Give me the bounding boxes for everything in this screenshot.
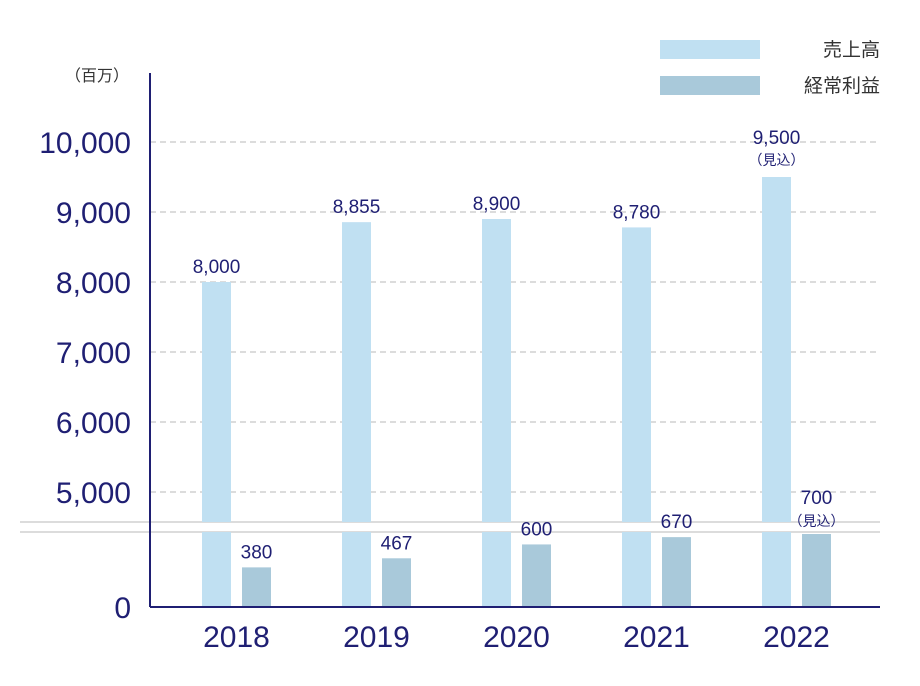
legend-swatch <box>660 76 760 95</box>
bar-sales-lower <box>342 532 371 607</box>
bar-sales-lower <box>622 532 651 607</box>
y-tick-label: 5,000 <box>56 477 131 510</box>
x-tick-label: 2020 <box>483 621 550 654</box>
bars <box>202 177 831 607</box>
bar-sales-lower <box>482 532 511 607</box>
legend-swatch <box>660 40 760 59</box>
bar-sales <box>762 177 791 522</box>
y-tick-label: 7,000 <box>56 337 131 370</box>
data-note-sales: （見込） <box>749 152 805 168</box>
x-tick-label: 2022 <box>763 621 830 654</box>
data-label-profit: 467 <box>381 533 413 554</box>
data-label-profit: 670 <box>661 512 693 533</box>
y-tick-label: 6,000 <box>56 407 131 440</box>
bar-profit <box>522 544 551 607</box>
bar-profit <box>662 537 691 607</box>
data-label-profit: 380 <box>241 542 273 563</box>
data-label-sales: 8,000 <box>193 257 241 278</box>
data-labels: 8,000 380 8,855 467 8,900 600 8,780 670 9,500 （見込… <box>193 128 845 563</box>
y-tick-label: 10,000 <box>39 127 131 160</box>
bar-sales-lower <box>202 532 231 607</box>
unit-label: （百万） <box>65 67 129 85</box>
bar-sales-lower <box>762 532 791 607</box>
bar-profit <box>802 534 831 607</box>
data-label-profit: 700 <box>801 488 833 509</box>
legend-label: 売上高 <box>823 39 880 61</box>
y-tick-label: 9,000 <box>56 197 131 230</box>
y-tick-label: 0 <box>114 592 131 625</box>
x-tick-label: 2018 <box>203 621 270 654</box>
data-label-sales: 9,500 <box>753 128 801 149</box>
bar-profit <box>242 567 271 607</box>
grid-lines <box>20 141 880 533</box>
legend-label: 経常利益 <box>804 75 880 97</box>
y-axis-ticks: 0 5,000 6,000 7,000 8,000 9,000 10,000 <box>39 127 131 625</box>
data-label-profit: 600 <box>521 519 553 540</box>
bar-sales <box>202 282 231 522</box>
data-label-sales: 8,855 <box>333 197 381 218</box>
data-label-sales: 8,780 <box>613 202 661 223</box>
bar-profit <box>382 558 411 607</box>
x-axis-ticks: 2018 2019 2020 2021 2022 <box>203 621 830 654</box>
axes <box>149 73 880 608</box>
bar-sales <box>342 222 371 522</box>
bar-sales <box>622 227 651 522</box>
bar-sales <box>482 219 511 522</box>
y-tick-label: 8,000 <box>56 267 131 300</box>
x-tick-label: 2019 <box>343 621 410 654</box>
data-note-profit: （見込） <box>789 513 845 529</box>
data-label-sales: 8,900 <box>473 194 521 215</box>
x-tick-label: 2021 <box>623 621 690 654</box>
